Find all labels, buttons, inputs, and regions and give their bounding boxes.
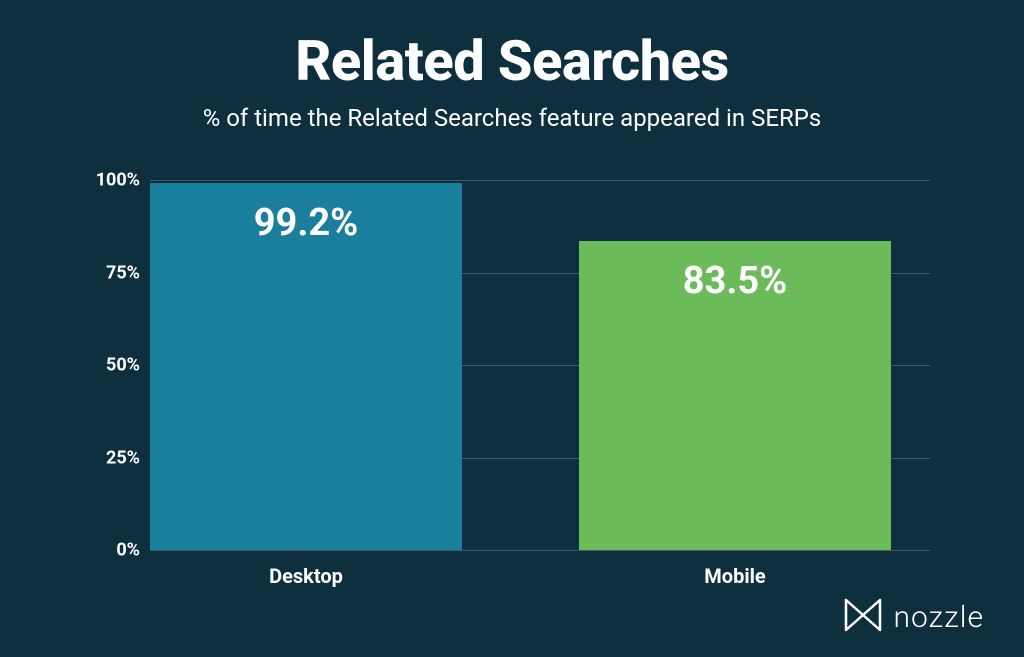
grid-line — [150, 550, 930, 551]
x-axis-label: Mobile — [579, 564, 891, 588]
y-tick-label: 75% — [106, 262, 140, 283]
bar-value-label: 99.2% — [150, 201, 462, 245]
brand-logo: nozzle — [843, 597, 984, 637]
infographic-canvas: Related Searches % of time the Related S… — [0, 0, 1024, 657]
nozzle-icon — [843, 597, 883, 637]
y-tick-label: 25% — [106, 447, 140, 468]
bar-desktop: 99.2% — [150, 183, 462, 550]
y-tick-label: 50% — [106, 355, 140, 376]
x-axis-label: Desktop — [150, 564, 462, 588]
chart-plot: 0%25%50%75%100%99.2%Desktop83.5%Mobile — [150, 180, 930, 550]
chart-subtitle: % of time the Related Searches feature a… — [0, 104, 1024, 132]
chart-area: 0%25%50%75%100%99.2%Desktop83.5%Mobile — [150, 180, 930, 550]
chart-title: Related Searches — [0, 28, 1024, 94]
bar-mobile: 83.5% — [579, 241, 891, 550]
bar-value-label: 83.5% — [579, 259, 891, 303]
y-tick-label: 100% — [96, 170, 140, 191]
y-tick-label: 0% — [116, 540, 140, 561]
grid-line — [150, 180, 930, 181]
brand-text: nozzle — [893, 600, 984, 635]
